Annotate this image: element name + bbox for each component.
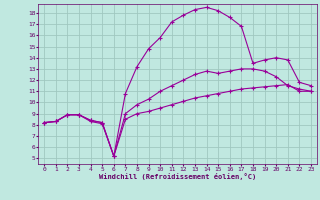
X-axis label: Windchill (Refroidissement éolien,°C): Windchill (Refroidissement éolien,°C) [99, 173, 256, 180]
